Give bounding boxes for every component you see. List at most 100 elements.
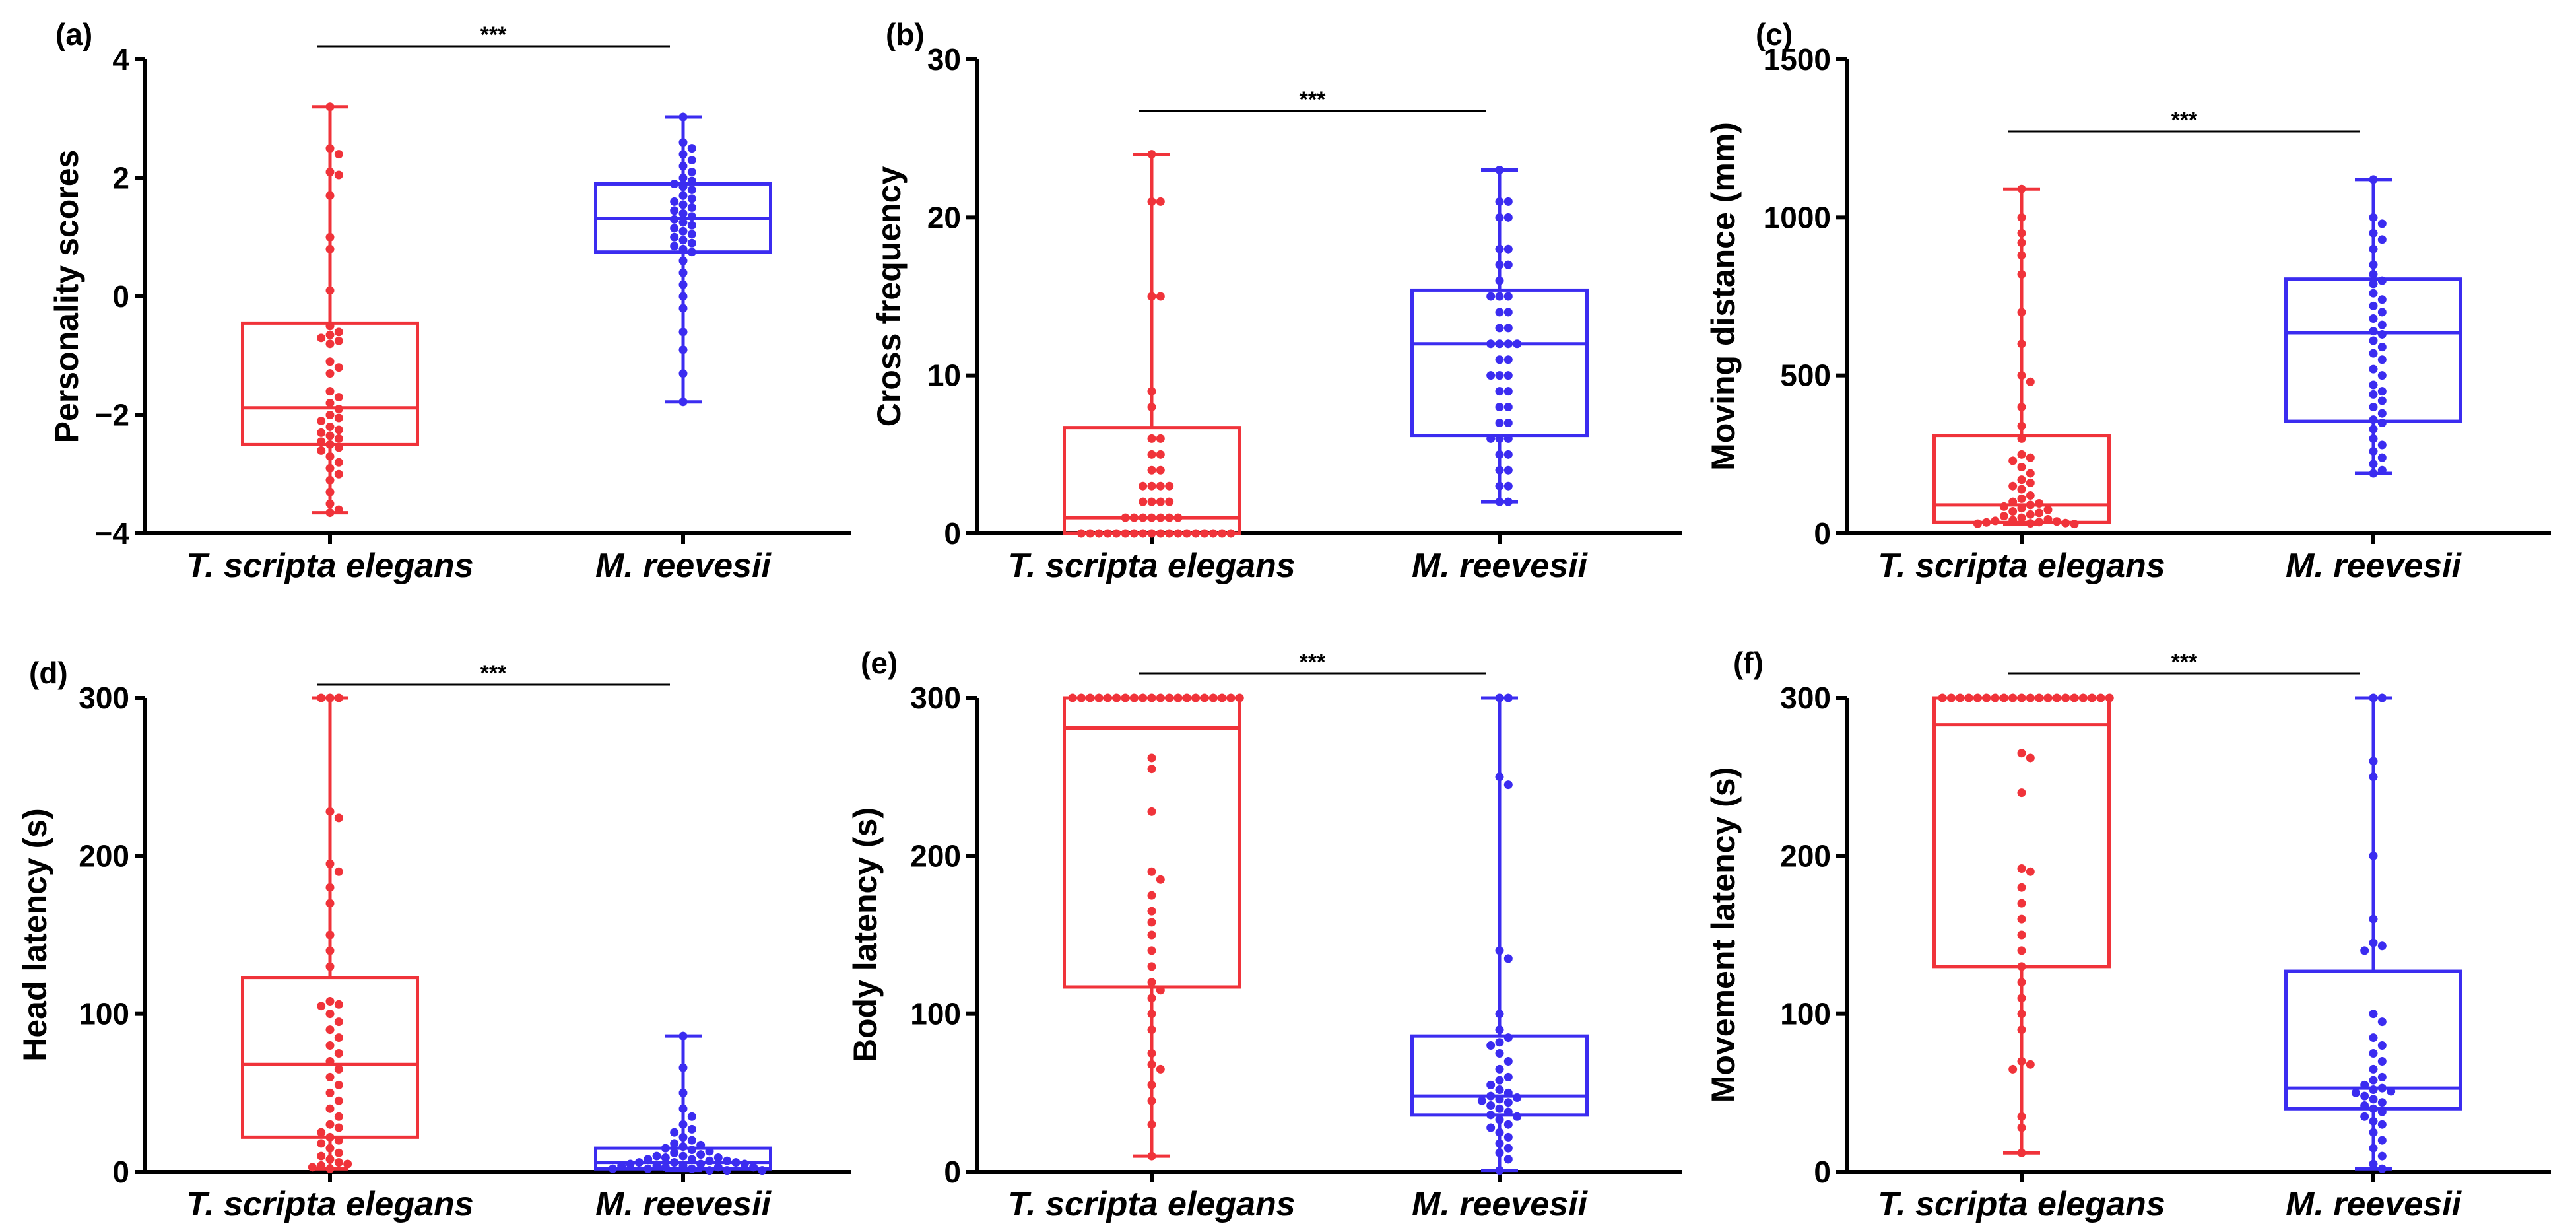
data-point: [2105, 693, 2114, 702]
data-point: [1173, 529, 1183, 538]
data-point: [2017, 1010, 2026, 1019]
x-category-label: T. scripta elegans: [1878, 547, 2165, 585]
data-point: [2369, 314, 2378, 324]
data-point: [325, 899, 335, 908]
data-point: [678, 174, 688, 182]
data-point: [1200, 529, 1209, 538]
data-point: [1495, 197, 1504, 206]
data-point: [1121, 513, 1130, 522]
data-point: [2377, 1041, 2387, 1050]
data-point: [1147, 1120, 1156, 1129]
data-point: [1503, 1107, 1513, 1116]
data-point: [670, 215, 679, 224]
data-point: [2369, 390, 2378, 399]
data-point: [308, 1163, 317, 1172]
data-point: [1139, 693, 1148, 702]
series-red: [1063, 150, 1241, 538]
y-axis-title: Moving distance (mm): [1705, 122, 1742, 471]
y-tick-label: 0: [1814, 1155, 1831, 1189]
data-point: [2369, 1085, 2378, 1095]
data-point: [1147, 450, 1156, 459]
data-point: [2377, 276, 2387, 285]
data-point: [2017, 914, 2026, 924]
data-point: [325, 883, 335, 892]
data-point: [2377, 453, 2387, 462]
y-tick-label: 20: [927, 200, 961, 234]
data-point: [634, 1158, 644, 1167]
data-point: [1156, 465, 1165, 475]
data-point: [678, 1132, 688, 1142]
data-point: [1477, 1096, 1486, 1105]
data-point: [1495, 260, 1504, 269]
data-point: [696, 1159, 706, 1169]
data-point: [2070, 693, 2079, 702]
data-point: [2369, 415, 2378, 425]
data-point: [2369, 336, 2378, 345]
data-point: [2017, 494, 2026, 503]
data-point: [670, 1148, 679, 1157]
data-point: [2008, 1064, 2018, 1074]
data-point: [1495, 497, 1504, 506]
data-point: [1147, 962, 1156, 971]
data-point: [670, 224, 679, 233]
data-point: [2377, 308, 2387, 317]
data-point: [2377, 693, 2387, 702]
y-tick-label: 300: [910, 681, 961, 715]
data-point: [1086, 529, 1095, 538]
data-point: [2377, 396, 2387, 405]
data-point: [687, 1164, 696, 1173]
data-point: [1503, 324, 1513, 333]
data-point: [1982, 693, 1991, 702]
data-point: [1503, 434, 1513, 443]
data-point: [334, 150, 343, 159]
data-point: [1147, 434, 1156, 443]
data-point: [2017, 962, 2026, 971]
data-point: [2017, 371, 2026, 380]
data-point: [334, 443, 343, 452]
data-point: [687, 1136, 696, 1145]
data-point: [1147, 1096, 1156, 1105]
data-point: [2017, 978, 2026, 987]
data-point: [2017, 475, 2026, 485]
data-point: [317, 333, 326, 343]
data-point: [334, 434, 343, 443]
data-point: [1956, 693, 1965, 702]
data-point: [652, 1151, 661, 1161]
data-point: [2008, 693, 2018, 702]
x-category-label: T. scripta elegans: [186, 1185, 473, 1223]
data-point: [678, 244, 688, 254]
y-tick-label: 100: [79, 997, 129, 1031]
data-point: [678, 268, 688, 277]
data-point: [1503, 481, 1513, 491]
data-point: [1503, 355, 1513, 364]
significance-label: ***: [480, 22, 507, 48]
data-point: [2377, 465, 2387, 475]
data-point: [1503, 339, 1513, 349]
data-point: [317, 446, 326, 455]
data-point: [2377, 1120, 2387, 1129]
data-point: [1973, 519, 1982, 528]
data-point: [334, 505, 343, 514]
data-point: [678, 1151, 688, 1161]
data-point: [723, 1166, 732, 1175]
data-point: [644, 1155, 653, 1164]
data-point: [1094, 529, 1104, 538]
data-point: [687, 221, 696, 230]
data-point: [678, 1088, 688, 1097]
data-point: [2369, 469, 2378, 478]
data-point: [2377, 1017, 2387, 1027]
data-point: [325, 232, 335, 242]
data-point: [705, 1156, 714, 1165]
data-point: [2369, 772, 2378, 782]
data-point: [2035, 508, 2044, 518]
y-tick-label: 2: [112, 161, 129, 195]
data-point: [1147, 753, 1156, 763]
data-point: [1129, 529, 1139, 538]
data-point: [670, 1158, 679, 1167]
data-point: [2369, 425, 2378, 434]
data-point: [325, 1056, 335, 1066]
series-red: [1932, 184, 2111, 529]
data-point: [334, 1148, 343, 1157]
data-point: [1486, 1080, 1496, 1089]
data-point: [2017, 184, 2026, 193]
